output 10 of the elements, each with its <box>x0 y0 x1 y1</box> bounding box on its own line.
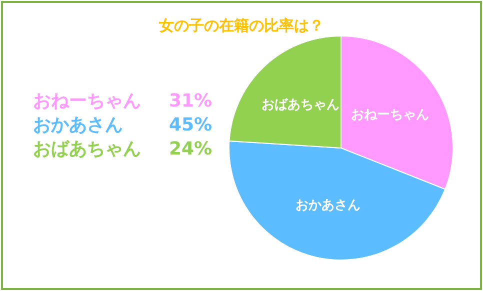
slice-label: おねーちゃん <box>350 107 429 122</box>
text: 45% <box>169 114 212 136</box>
category-label: おかあさん <box>33 114 123 136</box>
text: 24% <box>169 138 212 160</box>
slice-label: おかあさん <box>296 198 361 214</box>
chart-title: 女の子の在籍の比率は？ <box>158 16 324 34</box>
slice-label: おばあちゃん <box>33 138 141 160</box>
slice-label: おばあちゃん <box>262 97 340 112</box>
category-label: おねーちゃん <box>33 90 141 112</box>
text: 31% <box>169 90 212 112</box>
